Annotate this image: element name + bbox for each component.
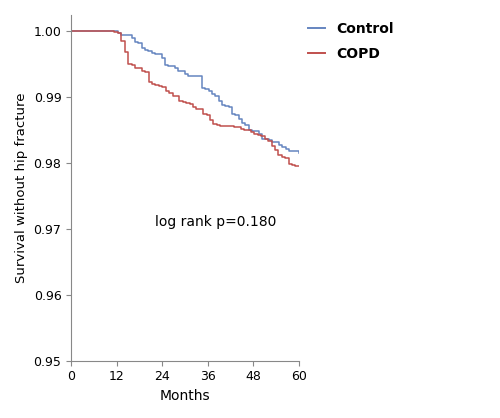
Legend: Control, COPD: Control, COPD: [308, 22, 394, 61]
Text: log rank p=0.180: log rank p=0.180: [154, 215, 276, 229]
Y-axis label: Survival without hip fracture: Survival without hip fracture: [15, 93, 28, 283]
X-axis label: Months: Months: [160, 389, 210, 403]
